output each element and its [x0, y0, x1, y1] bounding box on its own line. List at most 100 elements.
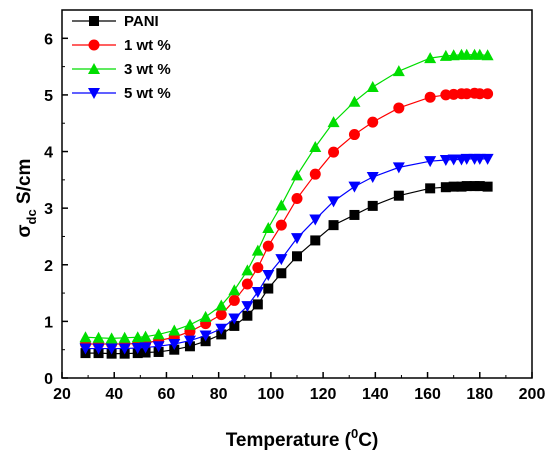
- data-point: [291, 193, 303, 205]
- data-point: [309, 214, 322, 226]
- legend-item: 3 wt %: [72, 61, 171, 78]
- x-tick-label: 140: [362, 386, 389, 403]
- data-point: [461, 88, 473, 100]
- data-point: [229, 320, 240, 331]
- data-point: [481, 153, 494, 165]
- data-point: [252, 299, 263, 310]
- x-tick-label: 120: [310, 386, 337, 403]
- data-point: [262, 269, 275, 281]
- data-point: [199, 330, 212, 342]
- data-point: [328, 146, 340, 158]
- data-point: [393, 190, 404, 201]
- data-point: [262, 221, 275, 233]
- legend-label: 3 wt %: [124, 61, 171, 78]
- data-point: [482, 88, 494, 100]
- data-point: [473, 48, 486, 60]
- data-point: [439, 155, 452, 167]
- series-line: [85, 92, 488, 345]
- data-point: [241, 264, 254, 276]
- data-point: [448, 181, 459, 192]
- data-point: [328, 220, 339, 231]
- data-point: [474, 181, 485, 192]
- data-point: [448, 88, 460, 100]
- data-point: [105, 332, 118, 344]
- data-point: [215, 309, 227, 321]
- series-5-wt: [79, 153, 494, 355]
- data-point: [440, 89, 452, 101]
- data-point: [366, 80, 379, 92]
- data-point: [291, 233, 303, 245]
- data-point: [439, 49, 452, 61]
- legend-label: 5 wt %: [124, 85, 171, 102]
- data-point: [215, 323, 228, 335]
- data-point: [168, 339, 181, 351]
- data-point: [241, 301, 254, 313]
- data-point: [348, 129, 360, 141]
- data-point: [392, 162, 405, 174]
- data-point: [228, 313, 241, 325]
- data-point: [276, 268, 287, 279]
- data-point: [482, 181, 493, 192]
- data-point: [292, 251, 302, 262]
- data-point: [118, 343, 131, 355]
- x-axis-label: Temperature (0C): [226, 426, 379, 451]
- data-point: [263, 283, 274, 294]
- data-point: [473, 153, 486, 165]
- data-point: [425, 183, 436, 194]
- y-axis-label: σdc S/cm: [14, 159, 39, 238]
- data-point: [348, 181, 361, 193]
- data-point: [139, 330, 152, 342]
- data-point: [456, 181, 467, 192]
- data-point: [309, 168, 321, 180]
- legend-item: 5 wt %: [72, 85, 171, 102]
- data-point: [447, 49, 460, 61]
- data-point: [183, 318, 196, 330]
- data-point: [252, 262, 264, 274]
- data-point: [251, 286, 264, 298]
- x-tick-label: 160: [414, 386, 441, 403]
- x-tick-label: 40: [105, 386, 123, 403]
- legend-marker: [89, 16, 99, 26]
- legend-marker: [88, 88, 100, 99]
- legend-marker: [88, 63, 100, 74]
- data-point: [366, 172, 379, 184]
- data-point: [349, 209, 360, 220]
- data-point: [139, 342, 152, 354]
- data-point: [131, 331, 144, 343]
- legend-marker: [88, 39, 100, 51]
- data-point: [474, 88, 486, 100]
- data-point: [291, 169, 303, 181]
- data-point: [242, 310, 253, 321]
- data-point: [367, 116, 379, 128]
- y-tick-label: 3: [44, 201, 53, 218]
- data-point: [469, 181, 480, 192]
- legend-label: PANI: [124, 13, 159, 30]
- x-tick-label: 180: [466, 386, 493, 403]
- data-point: [118, 331, 131, 343]
- data-point: [392, 65, 405, 77]
- data-point: [424, 156, 437, 168]
- data-point: [241, 278, 253, 290]
- plot-frame: [61, 9, 533, 379]
- legend-item: 1 wt %: [72, 37, 171, 54]
- data-point: [460, 48, 473, 60]
- series-1-wt: [80, 87, 494, 350]
- data-point: [215, 299, 228, 311]
- data-point: [183, 335, 196, 347]
- y-tick-label: 1: [44, 314, 53, 331]
- data-point: [327, 196, 340, 208]
- data-point: [275, 254, 288, 266]
- data-point: [168, 324, 181, 336]
- data-point: [460, 153, 473, 165]
- data-point: [461, 181, 472, 192]
- x-tick-label: 80: [210, 386, 228, 403]
- y-tick-label: 4: [44, 145, 53, 162]
- series-layer: [79, 48, 494, 359]
- series-line: [85, 185, 488, 355]
- y-tick-label: 6: [44, 31, 53, 48]
- y-axis-ticks: 0 1 2 3 4 5 6: [44, 31, 68, 388]
- data-point: [79, 331, 92, 343]
- data-point: [481, 49, 494, 61]
- legend-label: 1 wt %: [124, 37, 171, 54]
- data-point: [367, 200, 378, 211]
